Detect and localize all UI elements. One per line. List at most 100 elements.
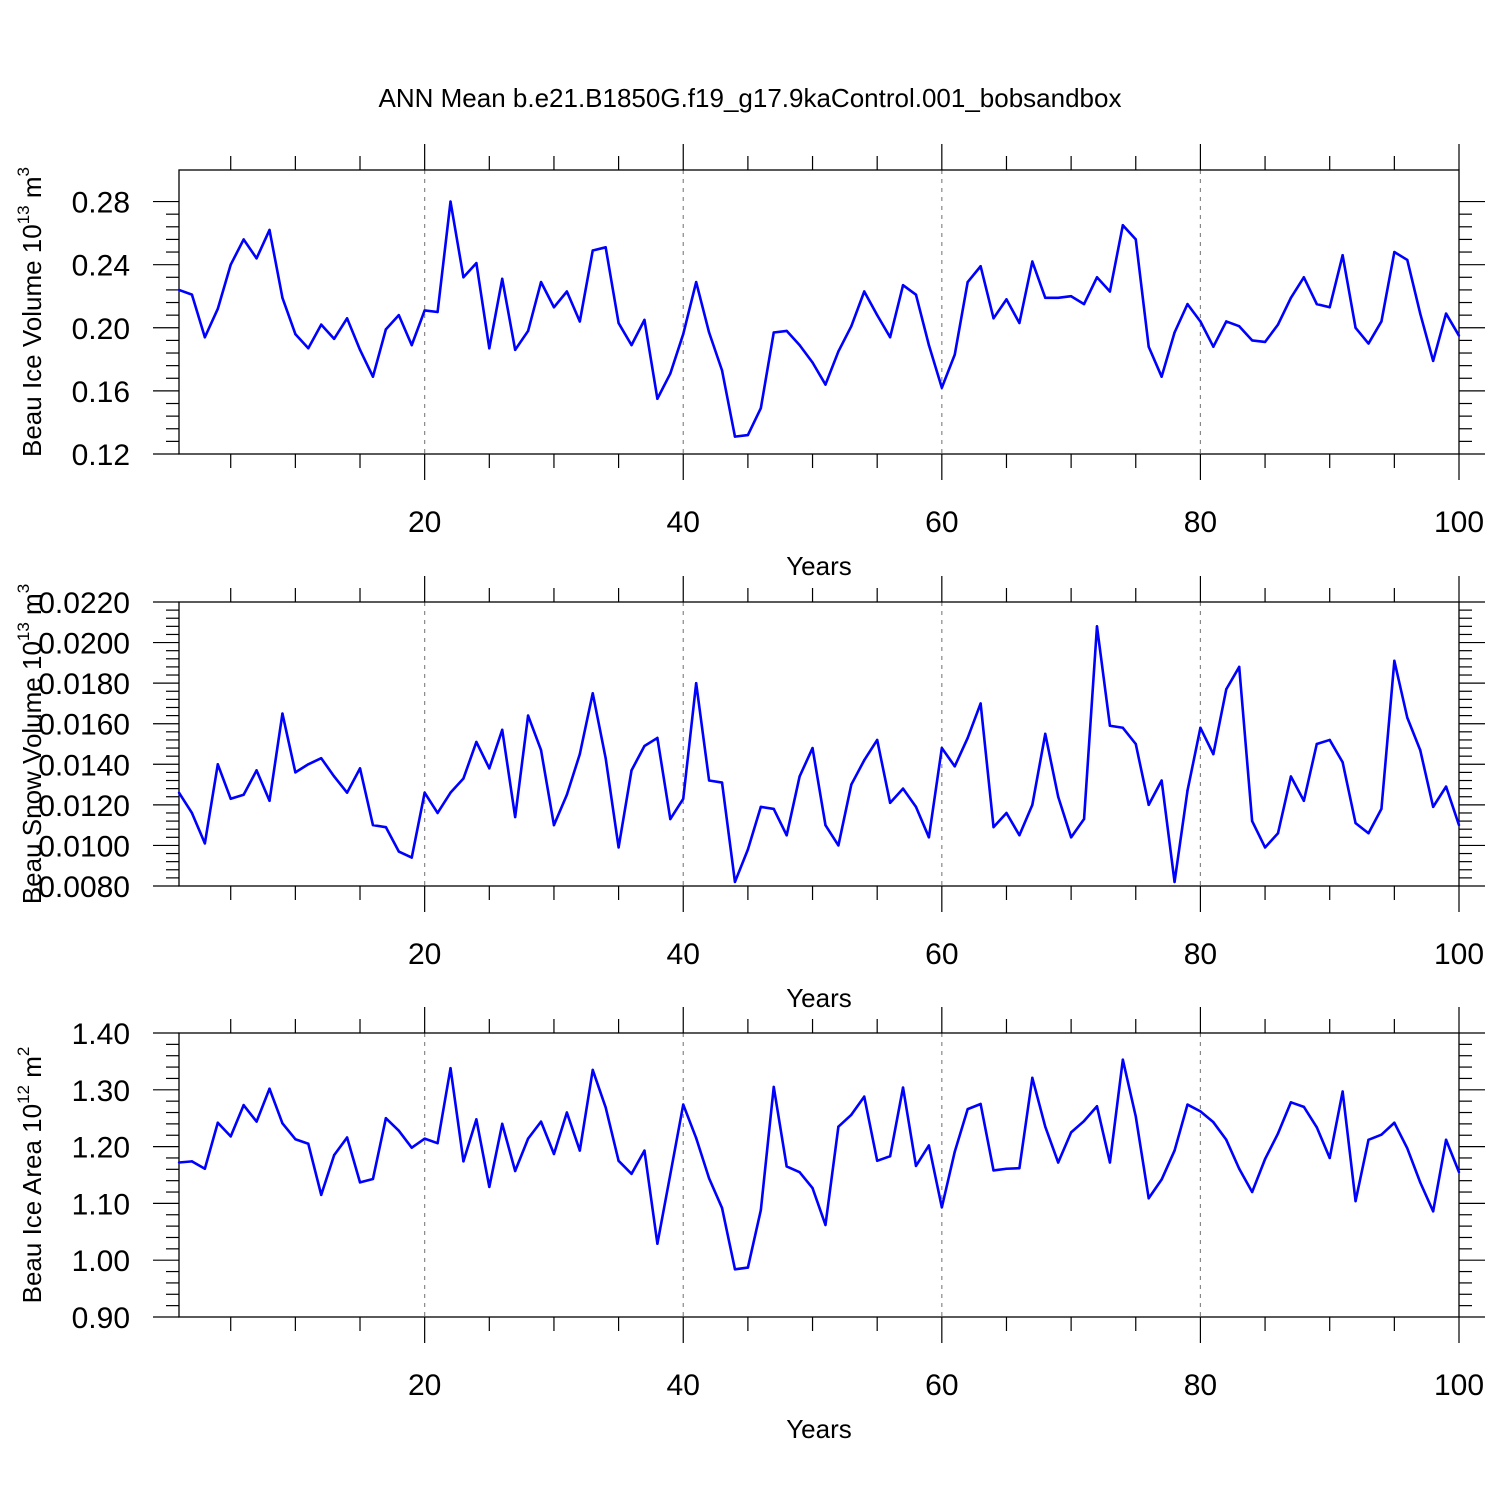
data-point [694,1136,698,1140]
y-tick-label: 1.10 [72,1188,130,1221]
data-point [1250,339,1254,342]
data-point [1160,779,1163,782]
data-point [410,1146,413,1149]
data-point [1406,1147,1409,1150]
data-point [901,1086,905,1089]
data-point [604,1106,607,1109]
data-point [332,1153,336,1157]
data-point [1302,1105,1306,1109]
data-point [1005,298,1008,301]
data-point [229,1135,232,1138]
data-point [669,817,672,821]
data-point [1212,345,1215,348]
panel-snow-volume: 20 40 60 80 100 Years 0.0080 0.0100 0.0120 0.0140… [14,576,1485,1013]
y-tick-label: 0.0080 [38,871,130,904]
data-point [824,383,827,386]
data-point [1018,1166,1021,1170]
data-point [1056,1161,1060,1164]
data-point [1160,375,1163,378]
data-point [242,793,245,796]
data-point [1095,276,1099,279]
data-point [281,1122,284,1125]
y-tick-label: 1.40 [72,1018,130,1051]
data-point [682,1103,685,1106]
data-point [1225,688,1228,691]
data-point [1367,832,1370,835]
y-tick-label: 0.20 [72,313,130,346]
data-point [436,310,439,314]
data-point [1121,224,1125,227]
y-axis-label: Beau Snow Volume 1013 m3 [14,584,47,904]
data-point [539,748,543,752]
x-axis-label: Years [786,551,852,581]
data-point [320,323,323,326]
data-point [707,1177,711,1180]
data-point [772,331,775,334]
data-point [552,306,556,309]
y-axis-label: Beau Ice Volume 1013 m3 [14,167,47,457]
data-point [1082,302,1086,306]
data-point [759,1209,763,1212]
data-point [1147,803,1150,807]
data-point [630,343,633,347]
data-point [1263,340,1267,344]
data-point [1276,323,1280,326]
y-tick-label: 0.12 [72,439,130,472]
data-point [617,1159,620,1163]
data-point [837,1125,840,1128]
data-point [940,386,944,389]
data-point [488,1185,491,1189]
data-point [1354,821,1357,825]
data-point [1419,1181,1422,1184]
data-point [707,779,711,782]
data-point [617,846,620,849]
data-point [720,781,724,784]
data-point [1367,1138,1370,1141]
data-point [953,765,956,768]
data-point [759,407,763,410]
data-point [565,290,569,293]
data-point [1186,302,1189,306]
data-point [552,1152,556,1156]
data-point [1186,1103,1189,1106]
data-point [966,1107,969,1111]
data-point [888,1155,892,1158]
data-point [824,823,827,827]
data-point [526,329,530,333]
data-point [578,752,582,756]
data-point [811,1186,814,1190]
data-point [1341,1090,1344,1093]
data-point [1082,1119,1086,1123]
data-point [1315,302,1318,306]
y-tick-label: 0.0160 [38,709,130,742]
data-point [242,238,245,241]
y-tick-label: 0.90 [72,1302,130,1335]
data-point [656,397,659,400]
data-point [591,692,594,695]
data-point [462,276,465,279]
x-tick-label: 40 [667,1369,700,1402]
data-point [255,257,258,260]
data-point [1095,1105,1099,1108]
data-point [940,746,944,750]
data-point [371,823,375,827]
data-point [733,435,737,438]
data-point [1393,659,1396,663]
data-point [1302,276,1306,279]
data-point [216,1121,219,1124]
data-point [901,787,905,790]
data-point [216,763,219,766]
y-tick-label: 0.0140 [38,749,130,782]
data-point [1380,1133,1383,1136]
data-point [1250,1190,1254,1194]
data-point [888,801,892,805]
data-point [1354,1199,1357,1203]
data-point [901,283,905,287]
data-point [281,712,284,715]
data-point [914,1164,918,1168]
data-point [1031,1076,1034,1080]
data-point [1108,1161,1112,1164]
data-point [462,777,465,780]
data-point [332,775,336,778]
data-point [643,744,646,748]
